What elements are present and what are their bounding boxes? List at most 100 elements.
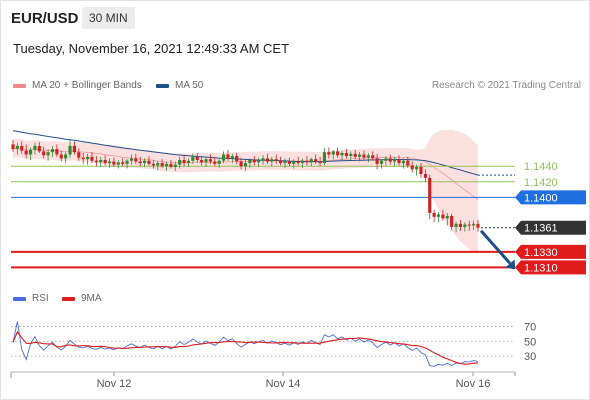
candle — [340, 150, 344, 160]
candle — [134, 153, 138, 164]
candle-body — [186, 160, 191, 164]
candle — [191, 153, 195, 164]
forecast-arrow-shaft — [479, 229, 512, 265]
candle — [221, 151, 226, 164]
candle — [151, 159, 155, 169]
candle-body — [178, 159, 182, 165]
candle-body — [200, 159, 204, 163]
candle — [230, 153, 234, 164]
candle-body — [46, 152, 50, 156]
candle — [208, 154, 212, 164]
candle — [243, 159, 248, 171]
candle-body — [340, 152, 344, 156]
candle — [99, 156, 103, 167]
candle-body — [195, 156, 199, 160]
candle-body — [314, 159, 318, 162]
bollinger-band — [13, 129, 478, 255]
candle-body — [309, 159, 313, 163]
candle-body — [143, 160, 147, 164]
candle-body — [173, 164, 177, 167]
candle — [458, 219, 463, 231]
candle — [11, 139, 15, 153]
candle-body — [274, 159, 278, 161]
candle — [77, 148, 81, 161]
candle — [147, 156, 151, 166]
candle — [143, 158, 147, 167]
candle — [20, 141, 24, 154]
candle — [384, 156, 388, 166]
candle — [344, 149, 348, 159]
candle-body — [344, 152, 348, 157]
candle-body — [318, 161, 322, 164]
bollinger-swatch — [13, 83, 26, 88]
rsi-line — [12, 321, 479, 367]
candle-body — [406, 160, 410, 166]
candle-body — [388, 158, 392, 162]
candle-body — [151, 163, 155, 166]
candle-body — [463, 224, 467, 227]
candle-body — [33, 145, 37, 150]
timeframe-badge[interactable]: 30 MIN — [82, 7, 135, 29]
candle-body — [213, 161, 217, 164]
candle-body — [138, 161, 142, 164]
candle-body — [230, 156, 234, 159]
candle-body — [221, 154, 226, 161]
legend-rsi-label: RSI — [32, 293, 49, 304]
candle-body — [134, 158, 138, 162]
candle-body — [331, 151, 335, 155]
candle — [309, 157, 313, 167]
legend-ma50: MA 50 — [156, 80, 203, 91]
candle-body — [37, 145, 41, 152]
candle — [68, 139, 72, 158]
candle-body — [164, 163, 169, 167]
candle-body — [327, 152, 331, 155]
research-credit: Research © 2021 Trading Central — [431, 80, 581, 91]
candle — [213, 156, 217, 167]
candle-body — [160, 163, 164, 167]
candle — [164, 161, 169, 171]
candle — [200, 156, 204, 166]
candle — [217, 159, 221, 168]
candle-body — [265, 158, 270, 162]
candle-body — [107, 161, 112, 164]
candle — [410, 161, 414, 173]
candle — [204, 157, 208, 167]
candle — [375, 153, 379, 170]
legend-bollinger: MA 20 + Bollinger Bands — [13, 80, 142, 91]
candle — [235, 152, 239, 164]
candle — [239, 157, 243, 170]
candle — [274, 154, 278, 164]
candle-body — [397, 159, 401, 164]
candle-body — [103, 159, 107, 164]
candle — [322, 148, 327, 166]
candle-body — [458, 223, 463, 227]
candle — [129, 154, 134, 165]
x-tick-label: Nov 14 — [266, 378, 301, 390]
legend-rsi: RSI — [13, 293, 49, 304]
candle — [428, 174, 432, 220]
candle-body — [401, 160, 406, 164]
candle — [50, 145, 55, 157]
candle — [327, 147, 331, 159]
candle-body — [42, 151, 46, 156]
level-label-1.1440: 1.1440 — [524, 161, 558, 173]
candle — [186, 158, 191, 167]
candle — [318, 156, 322, 167]
candle — [331, 149, 335, 160]
candle — [24, 144, 28, 159]
candle — [72, 141, 76, 155]
candle — [287, 157, 291, 167]
candle — [476, 219, 480, 232]
candle — [415, 164, 419, 176]
candle — [37, 142, 41, 153]
candle-body — [322, 152, 327, 164]
candle-body — [283, 161, 287, 164]
candle-body — [121, 162, 125, 164]
legend-bollinger-label: MA 20 + Bollinger Bands — [32, 80, 142, 91]
candle-body — [85, 156, 90, 160]
candle-body — [243, 163, 248, 167]
candle-body — [441, 214, 445, 219]
candle — [401, 158, 406, 169]
candle — [454, 221, 458, 233]
